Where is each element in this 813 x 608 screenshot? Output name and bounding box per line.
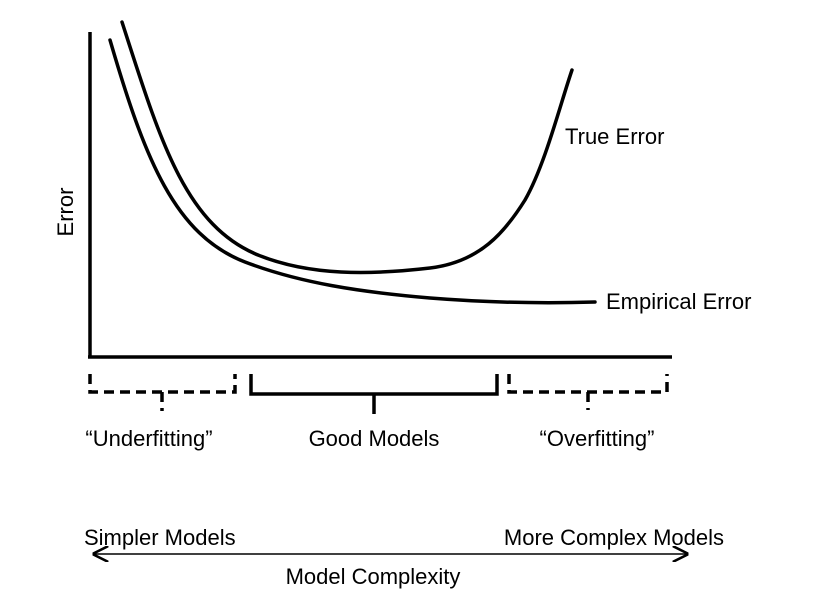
good-models-bracket (249, 374, 499, 414)
good-models-label: Good Models (309, 426, 440, 451)
underfitting-label: “Underfitting” (85, 426, 212, 451)
true-error-label: True Error (565, 124, 664, 149)
underfitting-bracket (88, 374, 237, 411)
empirical-error-label: Empirical Error (606, 289, 751, 314)
model-complexity-label: Model Complexity (286, 564, 461, 589)
y-axis-label: Error (53, 188, 78, 237)
simpler-models-label: Simpler Models (84, 525, 236, 550)
empirical-error-curve (108, 38, 597, 305)
overfitting-bracket (507, 374, 669, 410)
more-complex-models-label: More Complex Models (504, 525, 724, 550)
true-error-curve (120, 20, 574, 275)
overfitting-label: “Overfitting” (540, 426, 655, 451)
